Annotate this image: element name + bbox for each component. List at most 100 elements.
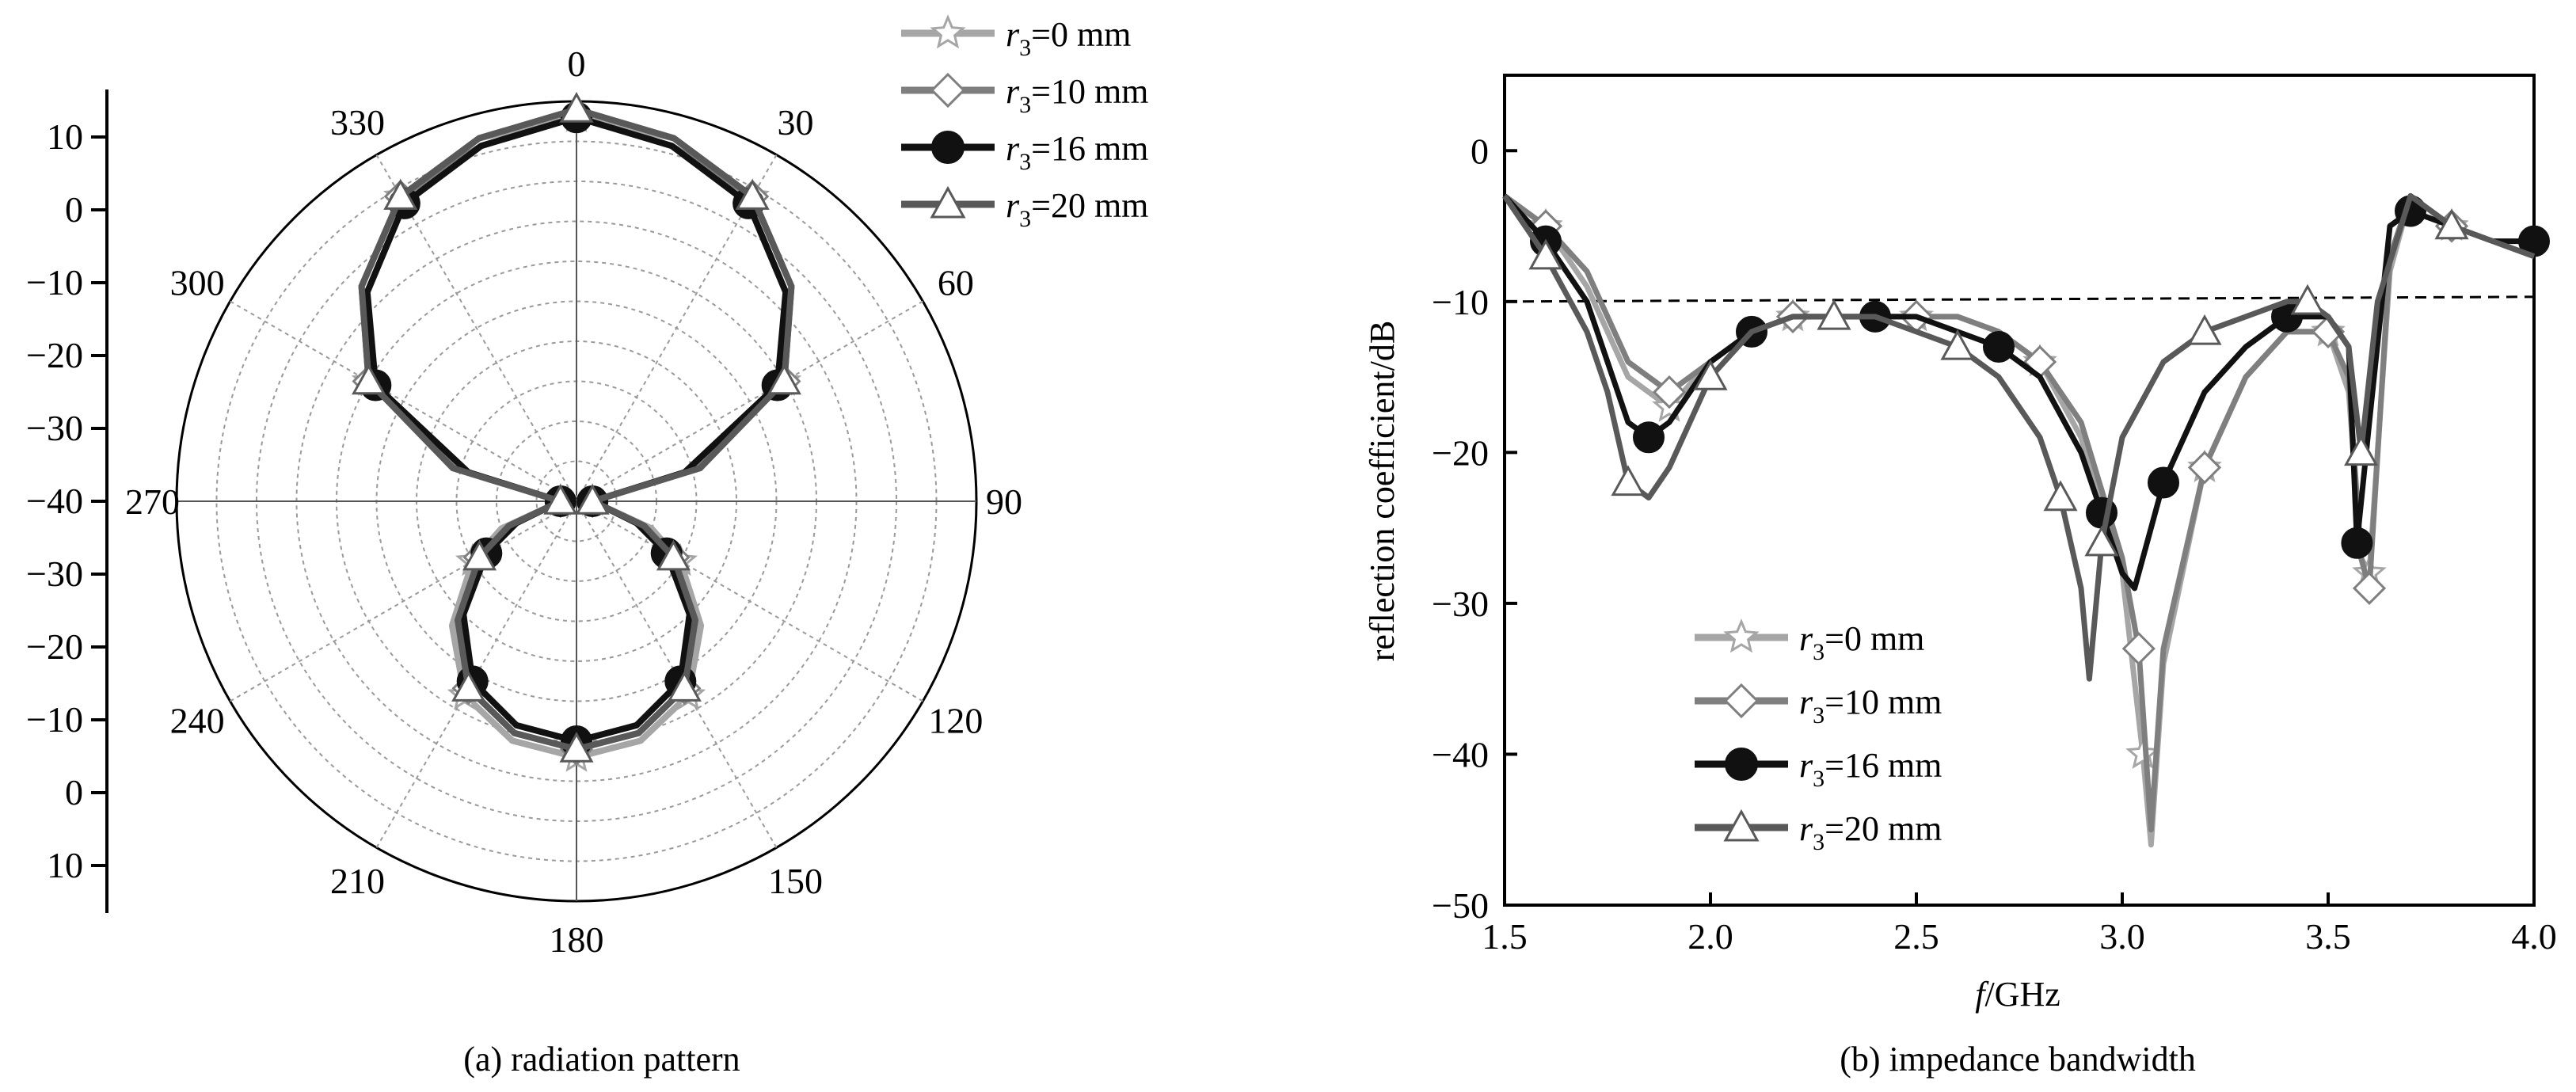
legend-label-symbol: r (1799, 746, 1813, 785)
polar-grid (175, 100, 978, 903)
legend-label-symbol: r (1006, 129, 1020, 168)
reference-line-minus10db (1504, 295, 2535, 303)
series-data-point (1611, 465, 1646, 497)
line-series (1502, 192, 2536, 682)
polar-angle-tick: 240 (170, 701, 225, 741)
y-axis-label: reflection coefficient/dB (1363, 321, 1402, 661)
series-data-point (2148, 466, 2179, 499)
legend-label-value: =16 mm (1825, 746, 1942, 785)
radial-scale-label: −20 (26, 335, 83, 375)
legend-marker-circle (1725, 748, 1758, 781)
radial-scale-label: 10 (47, 116, 83, 157)
legend-label-value: =0 mm (1825, 619, 1924, 658)
legend-label-subscript: 3 (1019, 206, 1031, 232)
legend-marker-triangle (1723, 809, 1760, 842)
series-data-point (2125, 736, 2160, 769)
radial-scale-label: 0 (65, 772, 83, 812)
polar-data-point (667, 671, 702, 702)
legend-label: r3=16 mm (1799, 746, 1942, 792)
series-data-point (1983, 330, 2015, 363)
legend-label-subscript: 3 (1813, 639, 1825, 665)
y-tick-label: −20 (1432, 432, 1489, 473)
radial-scale-label: −20 (26, 626, 83, 667)
polar-angle-tick: 90 (986, 481, 1022, 522)
series-data-point (1940, 329, 1975, 360)
legend-marker-star (930, 14, 966, 49)
series-data-point (2043, 480, 2078, 512)
polar-angle-labels: 0 30 60 90 120 150 180 210 240 270 300 330 (125, 44, 1022, 960)
x-axis-label: f/GHz (1975, 975, 2060, 1014)
legend-marker-triangle (930, 185, 966, 219)
series-data-point (1633, 421, 1665, 454)
legend-marker-diamond (1723, 683, 1760, 719)
polar-angle-tick: 0 (568, 44, 586, 84)
polar-spoke (576, 300, 923, 502)
caption-impedance-bandwidth: (b) impedance bandwidth (1840, 1040, 2196, 1079)
y-tick-label: −40 (1432, 734, 1489, 774)
legend-label-symbol: r (1006, 186, 1020, 225)
legend-label: r3=0 mm (1799, 619, 1924, 665)
caption-radiation-pattern: (a) radiation pattern (463, 1040, 740, 1079)
polar-data-point (735, 179, 770, 210)
polar-data-point (543, 483, 578, 515)
y-tick-label: −10 (1432, 282, 1489, 322)
x-tick-label: 3.5 (2305, 916, 2351, 957)
y-tick-label: −50 (1432, 885, 1489, 926)
legend-label-subscript: 3 (1813, 766, 1825, 792)
polar-spoke (576, 500, 923, 702)
polar-data-point (656, 539, 691, 571)
legend-entry: r3=16 mm (901, 129, 1148, 175)
legend-label-subscript: 3 (1813, 829, 1825, 855)
x-tick-label: 2.0 (1688, 916, 1733, 957)
legend-label: r3=0 mm (1006, 15, 1131, 61)
legend-label: r3=10 mm (1799, 683, 1942, 729)
legend-entry: r3=20 mm (1695, 809, 1942, 855)
polar-chart: 0 30 60 90 120 150 180 210 240 270 300 330 10 0 −10 −2… (26, 44, 1022, 960)
x-tick-label: 1.5 (1482, 916, 1528, 957)
series-line (1502, 192, 2536, 682)
plot-frame (1503, 74, 2536, 907)
series-data-point (2121, 631, 2156, 666)
legend-label-symbol: r (1799, 683, 1813, 721)
radial-scale-label: −10 (26, 262, 83, 302)
legend-marker-diamond (930, 72, 966, 108)
legend-label-subscript: 3 (1019, 35, 1031, 61)
reflection-chart: 1.5 2.0 2.5 3.0 3.5 4.00−10−20−30−40−50 r3=0 … (1432, 74, 2557, 957)
series-data-point (2084, 525, 2119, 557)
polar-data-point (575, 483, 610, 515)
legend-label: r3=10 mm (1006, 72, 1148, 118)
legend-entry: r3=0 mm (901, 14, 1131, 61)
legend-entry: r3=20 mm (901, 185, 1148, 232)
polar-data-point (767, 363, 801, 395)
legend-label-value: =20 mm (1031, 186, 1148, 225)
x-axis-label-unit: /GHz (1984, 975, 2060, 1014)
series-data-point (2290, 283, 2325, 315)
legend-label: r3=20 mm (1006, 186, 1148, 232)
series-data-point (2344, 435, 2379, 466)
legend-label-symbol: r (1006, 15, 1020, 54)
polar-angle-tick: 180 (550, 919, 604, 960)
x-tick-label: 2.5 (1893, 916, 1939, 957)
series-data-point (1652, 375, 1687, 409)
polar-spoke (230, 500, 577, 702)
radial-scale-label: −10 (26, 699, 83, 740)
polar-angle-tick: 210 (330, 861, 385, 901)
legend-entry: r3=10 mm (1695, 683, 1942, 729)
legend-label-subscript: 3 (1019, 149, 1031, 175)
series-data-point (1693, 360, 1728, 390)
x-tick-label: 3.0 (2099, 916, 2145, 957)
polar-data-point (383, 179, 418, 210)
polar-angle-tick: 330 (330, 102, 385, 143)
legend-label-value: =10 mm (1031, 72, 1148, 111)
series-data-point (2434, 208, 2469, 240)
polar-data-point (352, 363, 386, 395)
legend-label-subscript: 3 (1019, 92, 1031, 118)
legend-label-symbol: r (1799, 619, 1813, 658)
series-line (1502, 194, 2534, 592)
legend-label-symbol: r (1799, 809, 1813, 848)
legend-marker-star (1723, 618, 1760, 653)
radial-scale-label: −40 (26, 481, 83, 521)
